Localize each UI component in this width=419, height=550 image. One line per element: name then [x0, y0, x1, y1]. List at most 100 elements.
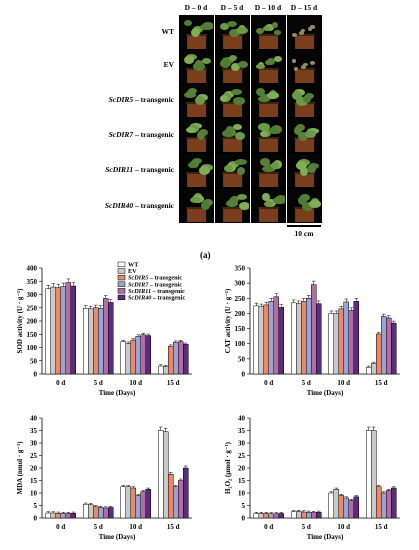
plant-photo [215, 153, 250, 188]
bar [145, 489, 151, 519]
bar [120, 486, 126, 519]
plant-photo [251, 153, 286, 188]
y-tick-label: 0 [242, 515, 246, 523]
bar [268, 301, 274, 375]
mda-content-chart: 0 5 10 15 20 25 30 35 40 MDA (nmol · g⁻¹) Time (Da… [16, 415, 192, 541]
plant-photo [251, 15, 286, 50]
column-header-10d: D – 10 d [254, 3, 282, 12]
y-tick-label: 40 [238, 415, 246, 423]
y-tick-label: 300 [27, 291, 38, 299]
bar [178, 480, 184, 519]
bar [163, 431, 169, 519]
bar [381, 316, 387, 375]
legend-label: ScDIR5 – transgenic [128, 275, 182, 282]
plant-photo [287, 83, 322, 118]
y-tick-label: 150 [235, 325, 246, 333]
bar [391, 487, 397, 519]
y-tick-label: 150 [27, 331, 38, 339]
scale-label: 10 cm [294, 229, 314, 238]
legend-swatch [117, 294, 126, 301]
bar [371, 363, 377, 375]
bar [45, 512, 51, 519]
row-label-scdir7: ScDIR7 – transgenic [108, 130, 174, 139]
x-tick-label: 5 d [94, 523, 103, 531]
plant-photo [179, 188, 214, 223]
y-tick-label: 25 [238, 452, 246, 460]
bar [273, 513, 279, 519]
bar [278, 513, 284, 519]
x-tick-label: 10 d [337, 523, 350, 531]
bar [173, 341, 179, 375]
plant-photo [179, 83, 214, 118]
x-tick-label: 0 d [264, 523, 273, 531]
bar [258, 513, 264, 519]
bar [348, 500, 354, 519]
bar [103, 298, 109, 375]
y-tick-label: 100 [27, 344, 38, 352]
y-tick-label: 40 [30, 415, 38, 423]
bar [125, 486, 131, 519]
row-label-scdir5: ScDIR5 – transgenic [108, 95, 174, 104]
legend-label: ScDIR7 – transgenic [128, 281, 182, 288]
bar [333, 489, 339, 519]
y-tick-label: 0 [34, 515, 38, 523]
legend-label: ScDIR40 – transgenic [128, 295, 185, 302]
bar [98, 507, 104, 519]
bar [70, 285, 76, 375]
bar [338, 308, 344, 375]
bar [306, 298, 312, 375]
bar [173, 486, 179, 519]
y-tick-label: 35 [238, 427, 246, 435]
y-tick-label: 0 [242, 371, 246, 379]
y-tick-label: 350 [235, 265, 246, 273]
bar [93, 506, 99, 519]
y-tick-label: 5 [242, 502, 246, 510]
plant-photo [287, 153, 322, 188]
x-tick-label: 15 d [375, 379, 388, 387]
x-tick-label: 5 d [94, 379, 103, 387]
x-tick-label: 0 d [264, 379, 273, 387]
bar [83, 504, 89, 519]
x-tick-label: 15 d [167, 379, 180, 387]
bar [348, 310, 354, 375]
panel-letter-a: (a) [200, 250, 211, 260]
bar [328, 313, 334, 375]
plant-photo [215, 49, 250, 84]
bar [263, 513, 269, 519]
row-label-scdir40: ScDIR40 – transgenic [104, 201, 174, 210]
x-tick-label: 5 d [302, 379, 311, 387]
bar [343, 301, 349, 375]
bar [70, 513, 76, 519]
bar [65, 282, 71, 375]
bar [386, 317, 392, 375]
bar [103, 507, 109, 519]
plant-photo [287, 15, 322, 50]
h2o2-content-chart: 0 5 10 15 20 25 30 35 40 H₂O₂ (µmol · g⁻¹) Time (D… [224, 415, 400, 541]
x-tick-label: 0 d [56, 523, 65, 531]
y-tick-label: 250 [27, 304, 38, 312]
bar [316, 303, 322, 375]
y-axis-label: CAT activity (U · g⁻¹) [224, 288, 232, 353]
bar [140, 334, 146, 375]
column-header-0d: D – 0 d [184, 3, 208, 12]
x-tick-label: 10 d [129, 523, 142, 531]
bar [268, 513, 274, 519]
bar [98, 308, 104, 375]
plant-photo [179, 49, 214, 84]
y-axis-label: MDA (nmol · g⁻¹) [16, 441, 24, 495]
y-tick-label: 20 [30, 465, 38, 473]
bar [296, 511, 302, 519]
bar [391, 322, 397, 375]
plant-photo [179, 15, 214, 50]
bar [125, 343, 131, 375]
bar [163, 366, 169, 375]
y-tick-label: 15 [238, 477, 246, 485]
bar [353, 496, 359, 519]
bar [130, 339, 136, 375]
bar [50, 512, 56, 519]
bar [168, 474, 174, 519]
legend-swatch [117, 288, 126, 294]
y-tick-label: 250 [235, 295, 246, 303]
bar [306, 512, 312, 519]
bar [145, 335, 151, 375]
